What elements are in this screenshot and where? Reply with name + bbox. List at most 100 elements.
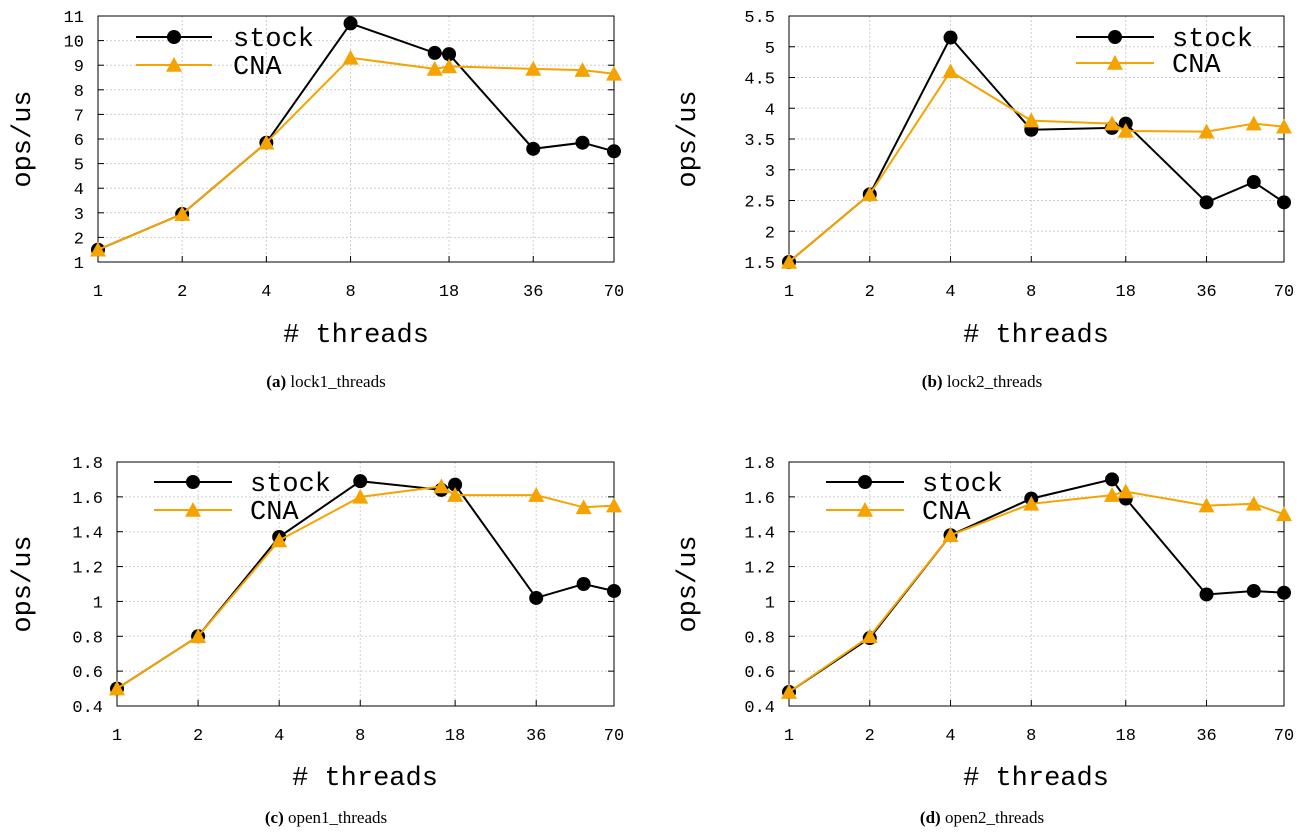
data-point-cna <box>433 478 450 494</box>
data-point-cna <box>109 680 125 696</box>
x-tick-label: 2 <box>865 727 875 746</box>
legend-marker-stock <box>186 475 200 489</box>
x-tick-label: 70 <box>1274 727 1294 746</box>
data-point-cna <box>606 65 622 81</box>
y-tick-label: 4 <box>765 101 775 120</box>
x-tick-label: 8 <box>1026 727 1036 746</box>
y-tick-label: 3 <box>765 163 775 182</box>
x-tick-label: 8 <box>345 283 355 302</box>
x-tick-label: 36 <box>1196 727 1216 746</box>
x-tick-label: 1 <box>112 727 122 746</box>
data-point-cna <box>1198 497 1215 513</box>
data-point-stock <box>576 577 591 591</box>
data-point-stock <box>427 45 442 60</box>
data-point-stock <box>1277 195 1291 210</box>
y-tick-label: 1 <box>765 594 775 613</box>
data-point-cna <box>1104 487 1121 502</box>
y-tick-label: 1.8 <box>744 455 775 474</box>
x-tick-label: 8 <box>355 727 365 746</box>
data-point-stock <box>1277 585 1291 600</box>
x-tick-label: 70 <box>604 283 624 302</box>
series-line-cna <box>788 70 1285 263</box>
legend-marker-cna <box>166 57 182 72</box>
data-point-stock <box>943 30 958 45</box>
series-cna <box>90 49 622 257</box>
legend-marker-stock <box>858 475 872 489</box>
y-tick-label: 1.5 <box>744 255 775 274</box>
y-tick-label: 1.8 <box>72 455 103 474</box>
data-point-stock <box>1246 583 1261 598</box>
y-tick-label: 3 <box>74 206 84 225</box>
data-point-cna <box>426 60 443 76</box>
caption-d: (d) open2_threads <box>662 808 1302 828</box>
x-tick-label: 36 <box>523 283 543 302</box>
data-point-cna <box>1023 112 1040 128</box>
series-stock <box>110 474 621 696</box>
legend-marker-cna <box>857 502 873 517</box>
x-tick-label: 2 <box>177 283 187 302</box>
data-point-cna <box>271 532 288 548</box>
series-cna <box>781 63 1292 269</box>
caption-text-c: open1_threads <box>287 808 388 827</box>
caption-text-a: lock1_threads <box>290 372 386 391</box>
x-tick-label: 18 <box>445 727 465 746</box>
y-tick-label: 4.5 <box>744 71 775 90</box>
legend-label-cna: CNA <box>250 498 299 528</box>
caption-tag-a: (a) <box>266 372 287 391</box>
chart-c: 0.4 0.6 0.8 1 1.2 1.4 1.6 1.8 1 2 4 8 18 36 70 # thread… <box>9 455 624 794</box>
data-point-cna <box>574 62 591 77</box>
data-point-cna <box>342 49 359 65</box>
y-tick-label: 0.6 <box>744 664 775 683</box>
x-tick-label: 36 <box>526 727 546 746</box>
y-tick-label: 1 <box>93 594 103 613</box>
legend-label-stock: stock <box>922 470 1003 500</box>
x-tick-label: 70 <box>1274 283 1294 302</box>
data-point-cna <box>606 497 622 513</box>
data-point-cna <box>528 487 545 502</box>
data-point-stock <box>526 141 541 156</box>
y-tick-label: 11 <box>64 9 84 28</box>
data-point-stock <box>1199 587 1214 602</box>
legend-label-cna: CNA <box>233 53 282 83</box>
data-point-cna <box>1276 118 1292 134</box>
series-cna <box>781 483 1292 699</box>
data-point-cna <box>1117 483 1134 499</box>
data-point-stock <box>607 144 621 159</box>
legend-marker-cna <box>185 502 201 517</box>
legend-label-cna: CNA <box>922 498 971 528</box>
y-axis-label: ops/us <box>674 535 704 632</box>
x-tick-label: 4 <box>274 727 284 746</box>
x-tick-label: 36 <box>1196 283 1216 302</box>
x-tick-label: 18 <box>439 283 459 302</box>
y-axis-label: ops/us <box>674 90 704 187</box>
chart-panel-c: 0.4 0.6 0.8 1 1.2 1.4 1.6 1.8 1 2 4 8 18 36 70 # thread… <box>0 420 652 839</box>
plot-frame <box>97 15 615 263</box>
data-point-stock <box>1199 195 1214 210</box>
y-tick-label: 5 <box>74 157 84 176</box>
y-tick-label: 0.8 <box>744 629 775 648</box>
data-point-stock <box>1246 175 1261 190</box>
caption-tag-d: (d) <box>919 808 941 827</box>
x-tick-label: 18 <box>1116 727 1136 746</box>
data-point-cna <box>1023 495 1040 511</box>
y-tick-label: 7 <box>74 107 84 126</box>
x-tick-label: 4 <box>945 283 955 302</box>
legend-marker-cna <box>1107 55 1123 70</box>
data-point-cna <box>1117 123 1134 138</box>
x-tick-label: 4 <box>945 727 955 746</box>
data-point-cna <box>942 527 959 542</box>
caption-tag-b: (b) <box>921 372 943 391</box>
y-tick-label: 1 <box>74 255 84 274</box>
data-point-cna <box>1276 506 1292 522</box>
data-point-stock <box>575 135 590 150</box>
data-point-stock <box>442 47 457 62</box>
caption-c: (c) open1_threads <box>6 808 646 828</box>
y-tick-label: 2.5 <box>744 194 775 213</box>
chart-panel-a: 1 2 3 4 5 6 7 8 9 10 11 1 2 4 8 18 36 70 # threads ops/us st… <box>0 0 652 420</box>
caption-text-d: open2_threads <box>944 808 1045 827</box>
y-tick-label: 1.2 <box>72 560 103 579</box>
legend-marker-stock <box>167 30 181 44</box>
x-tick-label: 2 <box>865 283 875 302</box>
